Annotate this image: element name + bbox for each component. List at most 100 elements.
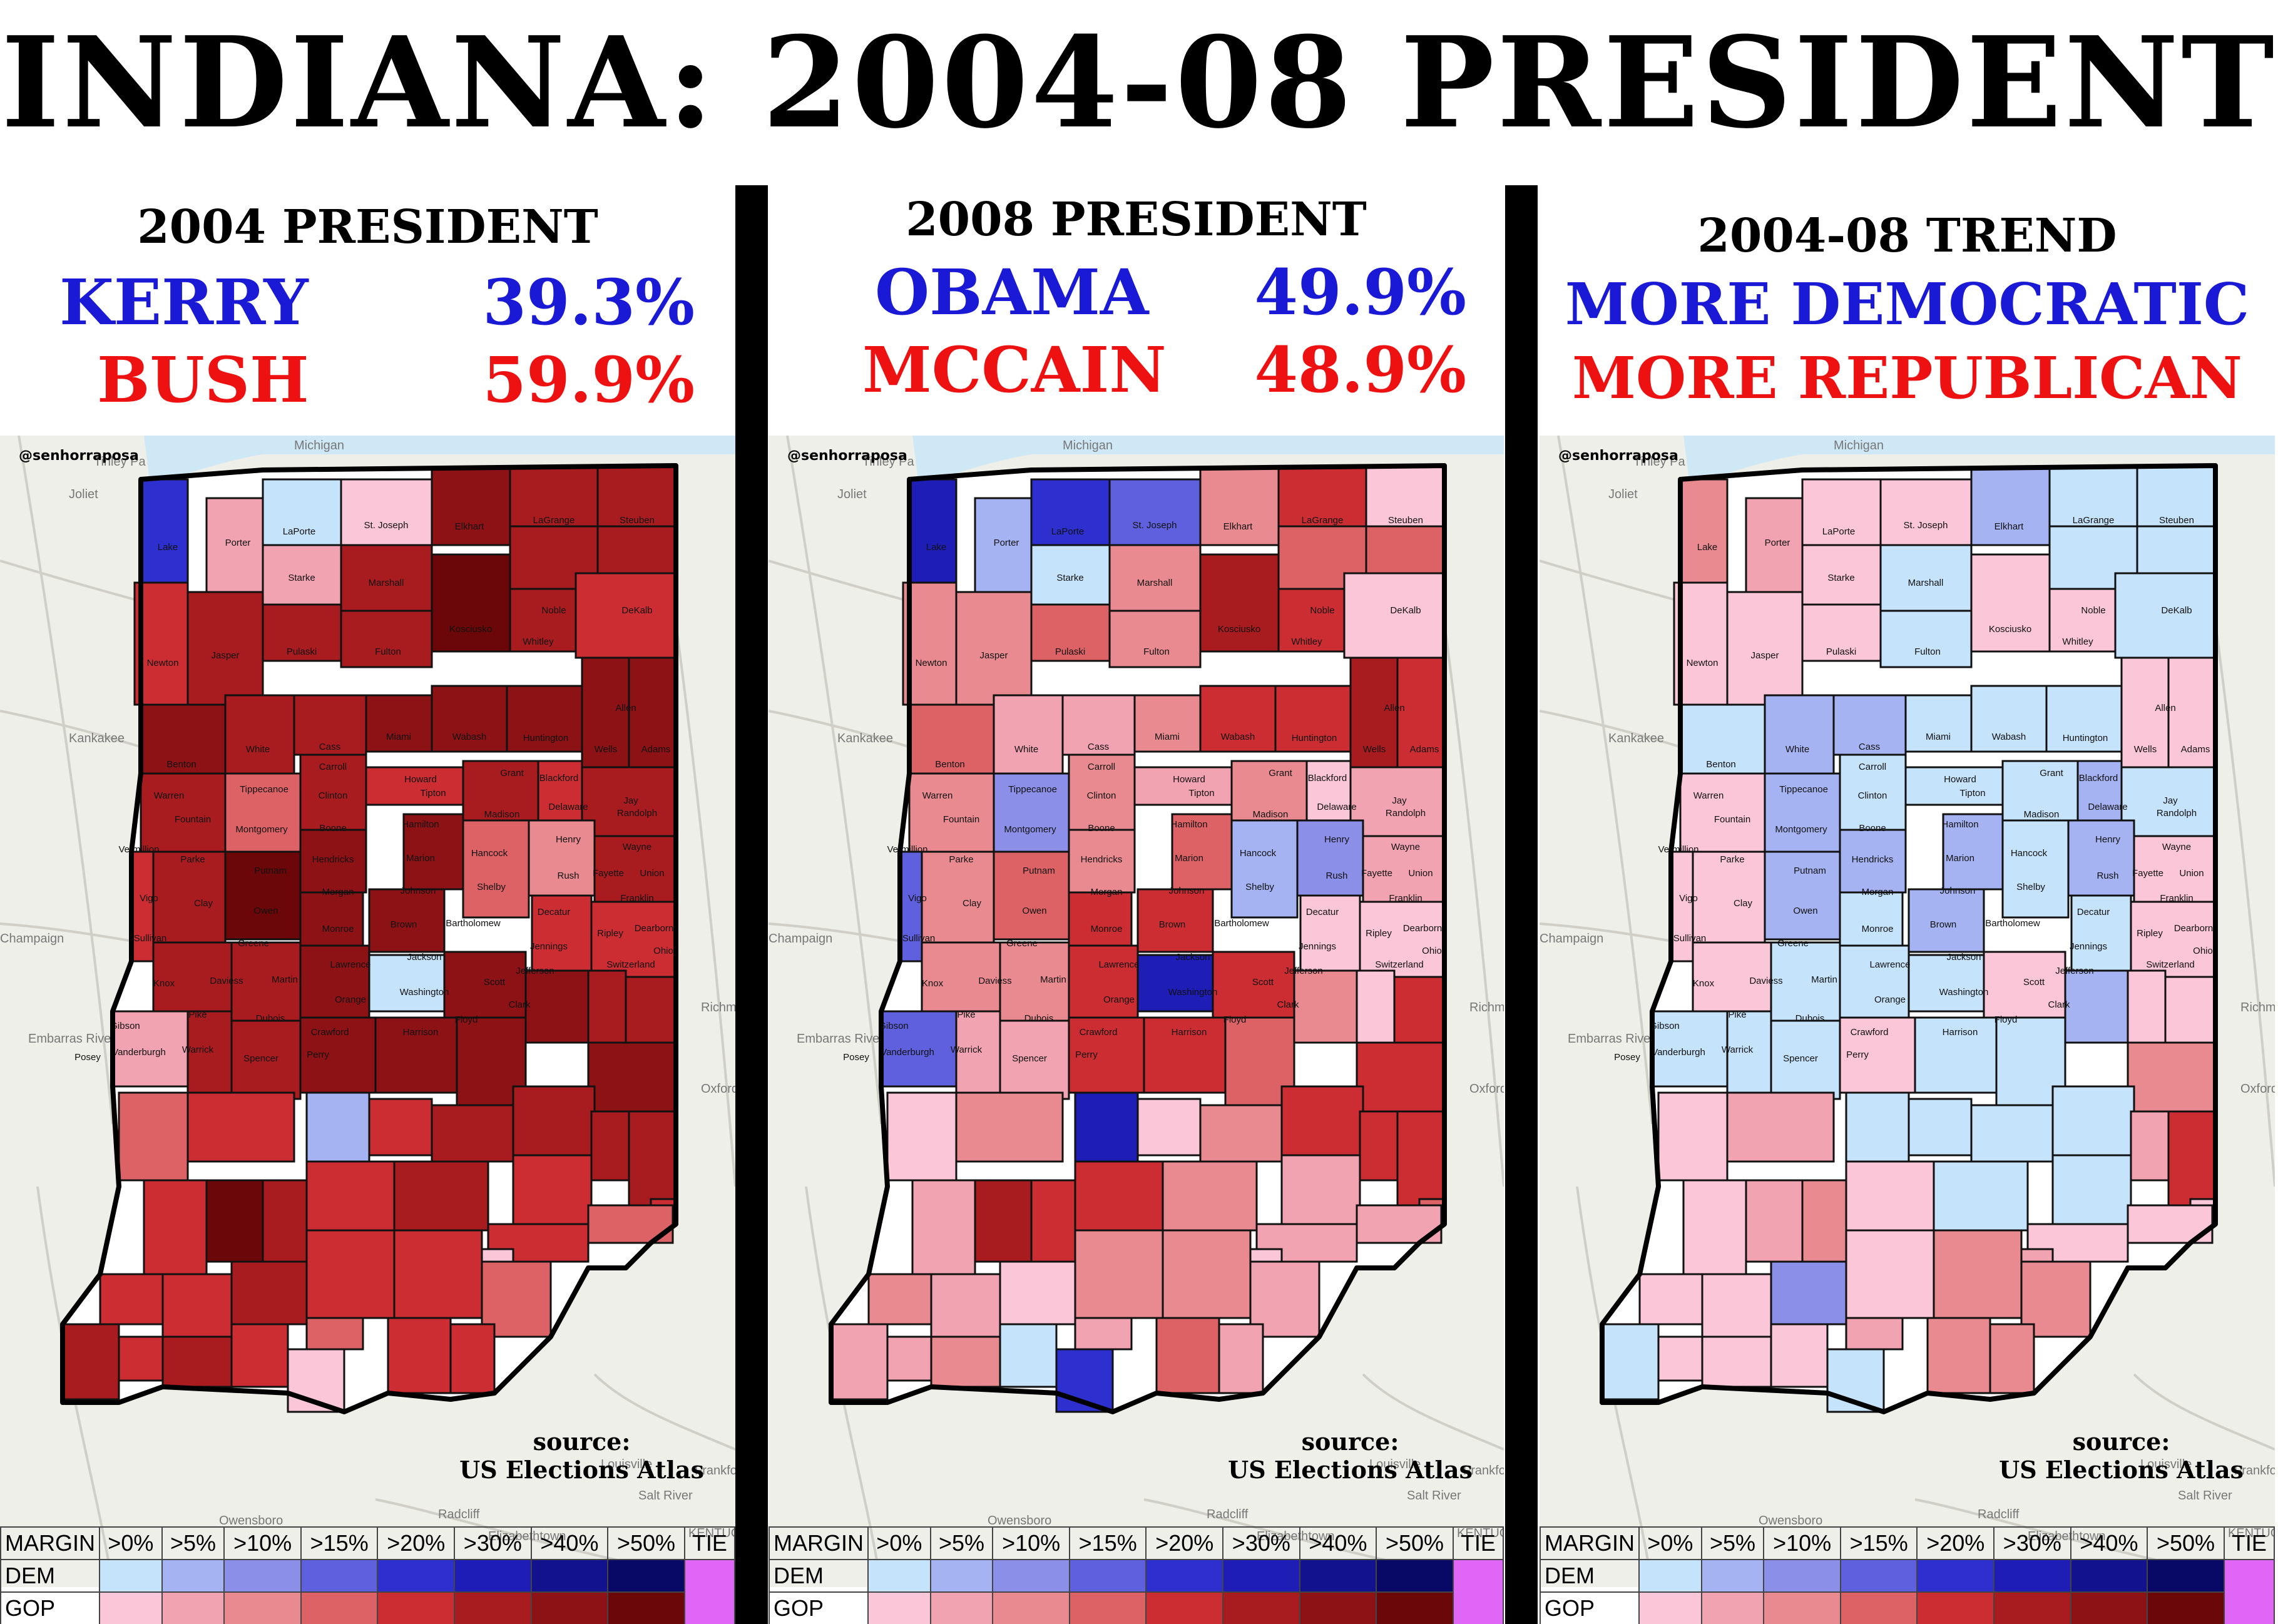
county-hendricks: [1068, 944, 1139, 1019]
county-warren: [1679, 772, 1766, 853]
county-pike: [930, 1273, 1001, 1338]
county-newton: [902, 581, 958, 706]
county-lawrence: [305, 1160, 396, 1232]
county-laporte: [262, 478, 342, 556]
county-daviess: [205, 1179, 264, 1263]
county-label: Greene: [1777, 938, 1809, 949]
basemap-place-label: Tinley Pa: [1633, 455, 1686, 469]
county-blackford: [537, 760, 583, 822]
county-label: Wells: [2134, 744, 2157, 755]
county-kosciusko: [1199, 553, 1280, 653]
legend-bin-label: >5%: [1700, 1526, 1765, 1560]
county-label: Gibson: [110, 1021, 140, 1031]
county-label: Spencer: [1012, 1053, 1047, 1064]
legend-gop-swatch: [161, 1591, 225, 1624]
county-label: Marshall: [369, 578, 404, 588]
county-label: Dubois: [256, 1013, 285, 1024]
county-label: Miami: [1926, 732, 1951, 742]
county-label: Sullivan: [134, 933, 167, 944]
county-label: St. Joseph: [1904, 520, 1948, 531]
legend-tie-swatch: [683, 1559, 735, 1624]
county-label: Dubois: [1024, 1013, 1054, 1024]
gop-candidate-pct: 48.9%: [1254, 333, 1466, 407]
county-label: Pike: [188, 1009, 207, 1020]
county-label: Sullivan: [1673, 933, 1707, 944]
county-label: Porter: [225, 538, 251, 548]
county-label: Boone: [319, 823, 346, 834]
legend-dem-swatch: [377, 1559, 456, 1593]
county-label: Benton: [1706, 759, 1736, 770]
basemap-place-label: Embarras River: [1568, 1032, 1655, 1046]
county-sullivan: [1657, 1091, 1729, 1182]
county-kosciusko: [431, 553, 511, 653]
county-howard: [1133, 766, 1233, 806]
county-label: Harrison: [403, 1027, 439, 1038]
county-label: Vigo: [1679, 893, 1698, 904]
county-label: Owen: [253, 906, 278, 916]
basemap-place-label: Tinley Pa: [94, 455, 146, 469]
legend-dem-swatch: [530, 1559, 609, 1593]
basemap-place-label: Tinley Pa: [862, 455, 915, 469]
county-st-joseph: [1108, 478, 1202, 546]
county-label: Jefferson: [516, 966, 554, 976]
county-label: Monroe: [1862, 924, 1894, 934]
county-owen: [230, 1019, 302, 1100]
legend-gop-swatch: [1763, 1591, 1841, 1624]
county-label: Parke: [180, 854, 205, 865]
county-label: Scott: [1252, 977, 1274, 988]
county-spencer: [1770, 1323, 1829, 1388]
county-label: Bartholomew: [1214, 918, 1269, 929]
county-kosciusko: [1970, 553, 2051, 653]
county-allen: [2114, 572, 2217, 659]
county-label: Kosciusko: [1989, 624, 2031, 635]
legend-bin-label: >20%: [377, 1526, 456, 1560]
panel-title: 2004-08 TREND: [1697, 209, 2117, 263]
legend-bin-label: >0%: [1638, 1526, 1702, 1560]
county-greene: [186, 1091, 295, 1163]
county-label: Fayette: [2132, 868, 2163, 879]
panel-header: 2004-08 TREND MORE DEMOCRATIC MORE REPUB…: [1540, 185, 2275, 442]
basemap-place-label: Louisville: [2140, 1458, 2192, 1471]
county-gibson: [99, 1273, 164, 1325]
county-label: Fulton: [1143, 646, 1170, 657]
county-elkhart: [1199, 466, 1280, 546]
county-label: Noble: [541, 605, 566, 616]
county-label: Brown: [1930, 919, 1957, 930]
legend-dem-swatch: [1993, 1559, 2071, 1593]
county-hendricks: [299, 944, 370, 1019]
legend-dem-swatch: [1700, 1559, 1765, 1593]
county-lake: [1679, 478, 1729, 584]
county-label: Brown: [1159, 919, 1186, 930]
legend-dem-swatch: [1376, 1559, 1454, 1593]
legend-gop-swatch: [1638, 1591, 1702, 1624]
county-label: Starke: [288, 573, 315, 583]
basemap-place-label: Frankfort: [695, 1464, 735, 1478]
county-fulton: [1879, 610, 1973, 668]
county-label: Adams: [641, 744, 671, 755]
county-fayette: [1356, 969, 1396, 1044]
county-label: LaGrange: [1302, 515, 1344, 526]
county-label: DeKalb: [1390, 605, 1421, 616]
source-name: US Elections Atlas: [459, 1456, 704, 1484]
county-label: Clinton: [319, 790, 348, 801]
county-label: Crawford: [311, 1027, 349, 1038]
basemap-road: [1443, 623, 1504, 1187]
legend-bin-label: >40%: [2070, 1526, 2148, 1560]
county-label: Madison: [484, 809, 520, 820]
county-label: Decatur: [2077, 907, 2110, 917]
county-morgan: [1839, 1016, 1916, 1094]
lake-michigan: [1683, 436, 2275, 486]
county-label: DeKalb: [2161, 605, 2192, 616]
county-dubois: [1770, 1260, 1847, 1325]
county-posey: [61, 1323, 120, 1401]
county-label: Tipton: [420, 788, 446, 799]
legend-dem-swatch: [1763, 1559, 1841, 1593]
legend-gop-swatch: [1068, 1591, 1147, 1624]
county-label: Allen: [1384, 703, 1404, 713]
county-henry: [531, 894, 593, 972]
county-union: [2164, 976, 2217, 1044]
legend-bin-label: >5%: [929, 1526, 994, 1560]
legend-dem-swatch: [1638, 1559, 1702, 1593]
county-label: Jasper: [979, 650, 1008, 661]
county-madison: [2001, 819, 2070, 919]
